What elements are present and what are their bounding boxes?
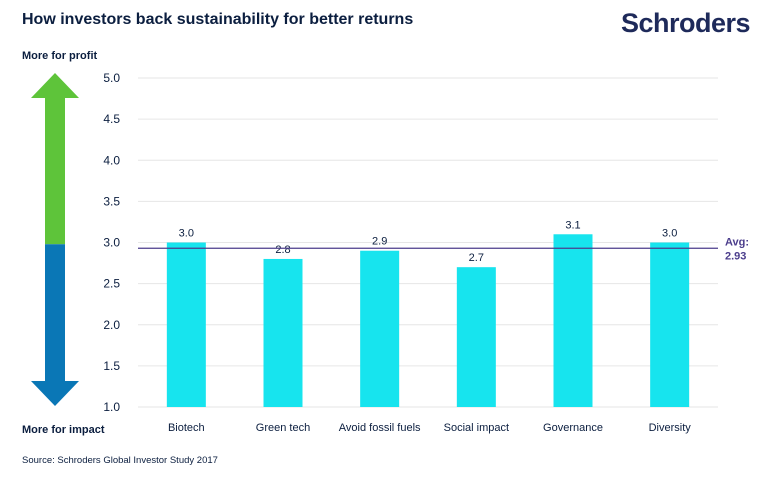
profit-impact-arrow [31, 73, 79, 406]
bar [263, 258, 303, 407]
x-tick-label: Diversity [649, 422, 692, 434]
y-tick-label: 3.5 [103, 194, 120, 208]
x-tick-label: Biotech [168, 422, 205, 434]
arrow-down-icon [31, 244, 79, 406]
average-label-prefix: Avg: [725, 236, 749, 248]
x-tick-label: Social impact [444, 422, 509, 434]
chart-title: How investors back sustainability for be… [22, 11, 414, 28]
y-tick-label: 2.0 [103, 318, 120, 332]
bar-value-label: 3.0 [179, 228, 194, 240]
bar [553, 234, 593, 407]
grid-lines [138, 77, 718, 408]
y-tick-label: 3.0 [103, 236, 120, 250]
arrow-up-icon [31, 73, 79, 245]
y-tick-label: 1.0 [103, 400, 120, 414]
y-tick-label: 4.0 [103, 153, 120, 167]
x-axis-labels: Biotech Green tech Avoid fossil fuels Socia… [168, 422, 691, 434]
y-tick-label: 2.5 [103, 277, 120, 291]
bar [456, 267, 496, 407]
y-tick-label: 4.5 [103, 112, 120, 126]
y-tick-label: 1.5 [103, 359, 120, 373]
more-for-impact-label: More for impact [22, 424, 105, 436]
bar [360, 250, 400, 407]
bar [166, 242, 206, 407]
x-tick-label: Avoid fossil fuels [339, 422, 421, 434]
bar-value-label: 3.0 [662, 228, 677, 240]
bar-value-label: 2.9 [372, 236, 387, 248]
bars: 3.0 2.8 2.9 2.7 3.1 3.0 [166, 219, 690, 407]
y-axis-ticks: 1.0 1.5 2.0 2.5 3.0 3.5 4.0 4.5 5.0 [103, 71, 120, 414]
x-tick-label: Green tech [256, 422, 310, 434]
y-tick-label: 5.0 [103, 71, 120, 85]
average-label-value: 2.93 [725, 250, 746, 262]
source-note: Source: Schroders Global Investor Study … [22, 455, 218, 466]
bar-value-label: 3.1 [565, 219, 580, 231]
bar [650, 242, 690, 407]
more-for-profit-label: More for profit [22, 50, 98, 62]
schroders-logo: Schroders [620, 8, 751, 38]
average-line-group: Avg: 2.93 [138, 236, 749, 262]
bar-value-label: 2.8 [275, 244, 290, 256]
x-tick-label: Governance [543, 422, 603, 434]
bar-value-label: 2.7 [469, 252, 484, 264]
